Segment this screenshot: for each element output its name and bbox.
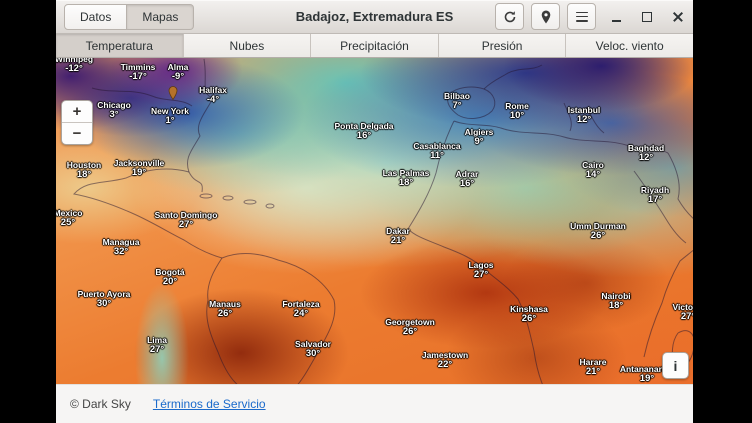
tab-presion[interactable]: Presión [438, 34, 567, 57]
maximize-icon [642, 11, 652, 22]
menu-icon [575, 11, 588, 22]
minimize-icon [611, 19, 621, 22]
tab-temperatura[interactable]: Temperatura [56, 34, 184, 57]
map-info-button[interactable]: i [662, 352, 689, 379]
minimize-button[interactable] [605, 6, 627, 28]
map-marker-icon [168, 86, 178, 105]
zoom-controls: + − [61, 100, 93, 145]
header-actions [488, 3, 689, 30]
tab-precipitacion[interactable]: Precipitación [311, 34, 439, 57]
datos-button[interactable]: Datos [64, 3, 128, 30]
mapas-button[interactable]: Mapas [127, 3, 195, 30]
menu-button[interactable] [567, 3, 596, 30]
app-window: Datos Mapas Badajoz, Extremadura ES [56, 0, 693, 423]
location-button[interactable] [531, 3, 560, 30]
tab-veloc-viento[interactable]: Veloc. viento [566, 34, 693, 57]
temperature-map[interactable]: Winnipeg -12° Timmins -17° Alma -9° Halifax -4°… [56, 58, 693, 384]
refresh-icon [504, 10, 515, 22]
close-icon [673, 12, 683, 22]
view-toggle: Datos Mapas [64, 3, 195, 30]
location-icon [541, 10, 550, 23]
close-button[interactable] [667, 6, 689, 28]
maximize-button[interactable] [636, 6, 658, 28]
attribution-bar: © Dark Sky Términos de Servicio [56, 384, 693, 423]
terms-of-service-link[interactable]: Términos de Servicio [152, 397, 266, 411]
map-layer-tabs: Temperatura Nubes Precipitación Presión … [56, 34, 693, 58]
zoom-out-button[interactable]: − [72, 125, 82, 142]
zoom-in-button[interactable]: + [62, 101, 92, 123]
tab-nubes[interactable]: Nubes [183, 34, 312, 57]
header-bar: Datos Mapas Badajoz, Extremadura ES [56, 0, 693, 34]
coastline-overlay [73, 58, 693, 384]
refresh-button[interactable] [495, 3, 524, 30]
window-title: Badajoz, Extremadura ES [295, 9, 454, 24]
copyright-label: © Dark Sky [70, 397, 131, 411]
